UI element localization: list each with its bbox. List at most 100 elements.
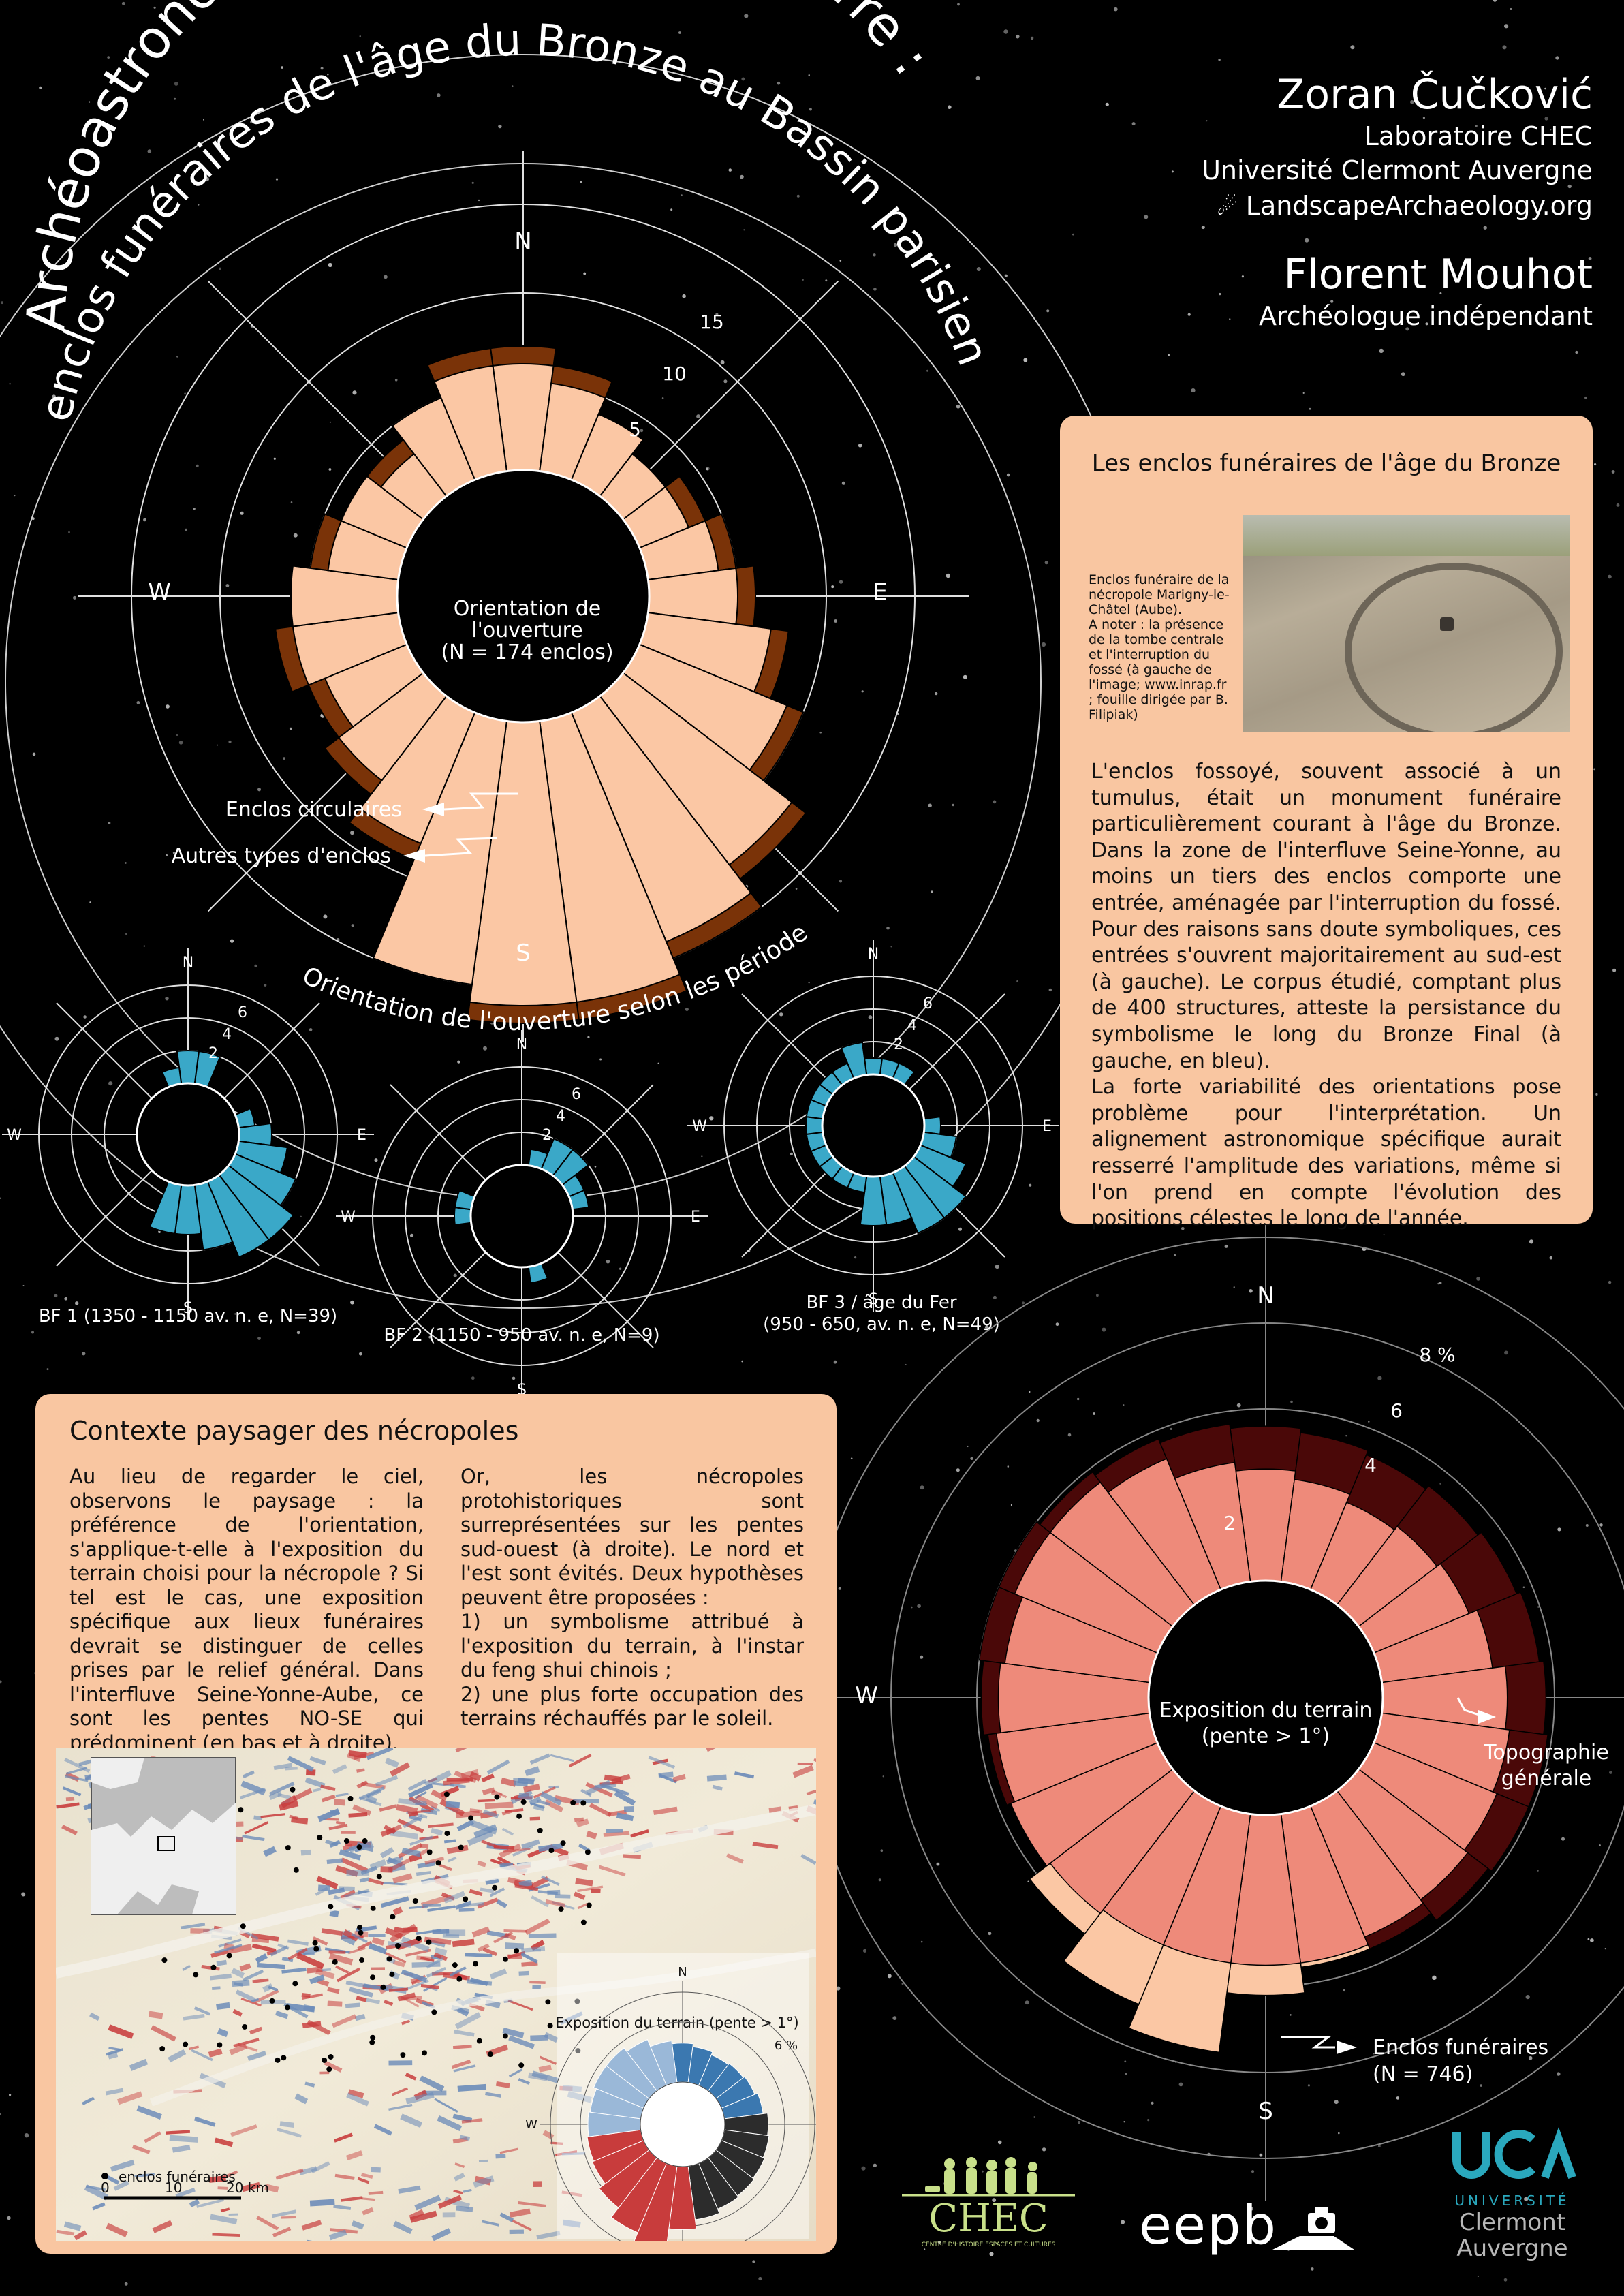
star — [328, 262, 332, 268]
star — [1529, 1239, 1534, 1244]
star — [975, 76, 980, 80]
star — [1595, 1093, 1598, 1096]
author-1-website[interactable]: LandscapeArchaeology.org — [1245, 191, 1593, 221]
map-rose-title: Exposition du terrain (pente > 1°) — [555, 2015, 799, 2031]
star — [1446, 2043, 1448, 2047]
star — [1424, 265, 1426, 268]
star — [1016, 980, 1018, 982]
star — [838, 1587, 841, 1590]
star — [1105, 102, 1109, 106]
legend-leader-circular — [443, 792, 518, 811]
star — [858, 444, 862, 448]
star — [1561, 1837, 1565, 1841]
enclos-dot — [285, 1845, 291, 1851]
star — [374, 1158, 378, 1162]
small-rose-west: W — [692, 1118, 707, 1135]
star — [1608, 1280, 1612, 1284]
star — [409, 1233, 414, 1237]
star — [670, 208, 673, 211]
star — [1475, 125, 1478, 127]
enclos-dot — [426, 1939, 432, 1945]
star — [1302, 392, 1305, 394]
enclos-dot — [358, 1929, 364, 1936]
star — [901, 1983, 904, 1985]
star — [471, 181, 474, 184]
star — [1168, 354, 1170, 356]
small-rose-ring-label: 4 — [907, 1017, 917, 1034]
star — [1041, 642, 1046, 647]
star — [1504, 1350, 1508, 1355]
star — [1334, 2100, 1339, 2105]
main-rose-east: E — [873, 578, 887, 606]
photo-caption: Enclos funéraire de la nécropole Marigny… — [1089, 572, 1230, 722]
uca-logo: UNIVERSITÉ Clermont Auvergne — [1437, 2126, 1587, 2262]
star — [1, 301, 4, 305]
star — [275, 178, 279, 181]
legend-enclos-1: Enclos funéraires — [1373, 2036, 1548, 2060]
star — [993, 800, 997, 804]
star — [178, 741, 183, 745]
author-1-website-row[interactable]: ☄ LandscapeArchaeology.org — [1202, 191, 1593, 221]
star — [886, 926, 890, 930]
legend-arrow-circular — [422, 803, 444, 816]
enclos-dot — [193, 1972, 199, 1978]
star — [1206, 120, 1208, 122]
small-rose-north: N — [183, 955, 193, 972]
star — [121, 1, 125, 5]
star — [937, 2241, 941, 2244]
star — [948, 105, 952, 109]
star — [394, 378, 398, 382]
star — [300, 1215, 302, 1218]
star — [967, 1445, 969, 1448]
star — [320, 67, 324, 70]
star — [108, 822, 111, 824]
star — [970, 1457, 973, 1460]
star — [1528, 2055, 1533, 2060]
star — [1548, 166, 1550, 168]
star — [283, 757, 285, 760]
star — [138, 246, 142, 250]
star — [1524, 2197, 1529, 2201]
star — [166, 704, 170, 709]
enclos-dot — [313, 1946, 319, 1952]
star — [68, 531, 70, 533]
rose-center — [396, 469, 651, 724]
excavation-photo — [1243, 515, 1570, 732]
star — [957, 3, 960, 6]
star — [1383, 1234, 1385, 1236]
star — [681, 194, 683, 196]
enclos-dot — [518, 2062, 525, 2068]
star — [257, 1337, 261, 1340]
star — [1016, 34, 1020, 39]
scale-10: 10 — [165, 2179, 182, 2196]
small-rose-north: N — [516, 1036, 527, 1053]
star — [678, 31, 681, 34]
enclos-dot — [161, 1957, 168, 1964]
star — [193, 508, 196, 510]
star — [62, 180, 66, 184]
relief-map[interactable]: enclos funéraires 0 10 20 km Exposition … — [56, 1748, 816, 2241]
star — [1476, 1277, 1480, 1281]
map-rose-north: N — [678, 1965, 687, 1979]
star — [890, 946, 892, 948]
enclos-dot — [416, 1936, 422, 1942]
enclos-dot — [502, 1956, 508, 1962]
small-rose-ring-label: 2 — [542, 1127, 552, 1144]
star — [946, 573, 951, 578]
topo-arrow — [1478, 1710, 1496, 1724]
star — [1033, 2116, 1035, 2118]
star — [136, 701, 140, 704]
rose-sector — [149, 1180, 183, 1235]
photo-central-tomb — [1440, 617, 1454, 631]
star — [143, 945, 145, 947]
star — [1599, 1844, 1601, 1846]
star — [471, 1376, 475, 1380]
star — [1480, 2084, 1482, 2087]
enclos-dot — [322, 2057, 328, 2063]
main-rose-ring-10: 10 — [662, 362, 687, 385]
photo-ditch-circle — [1345, 563, 1563, 732]
star — [804, 127, 806, 129]
star — [661, 397, 664, 399]
star — [219, 267, 221, 270]
